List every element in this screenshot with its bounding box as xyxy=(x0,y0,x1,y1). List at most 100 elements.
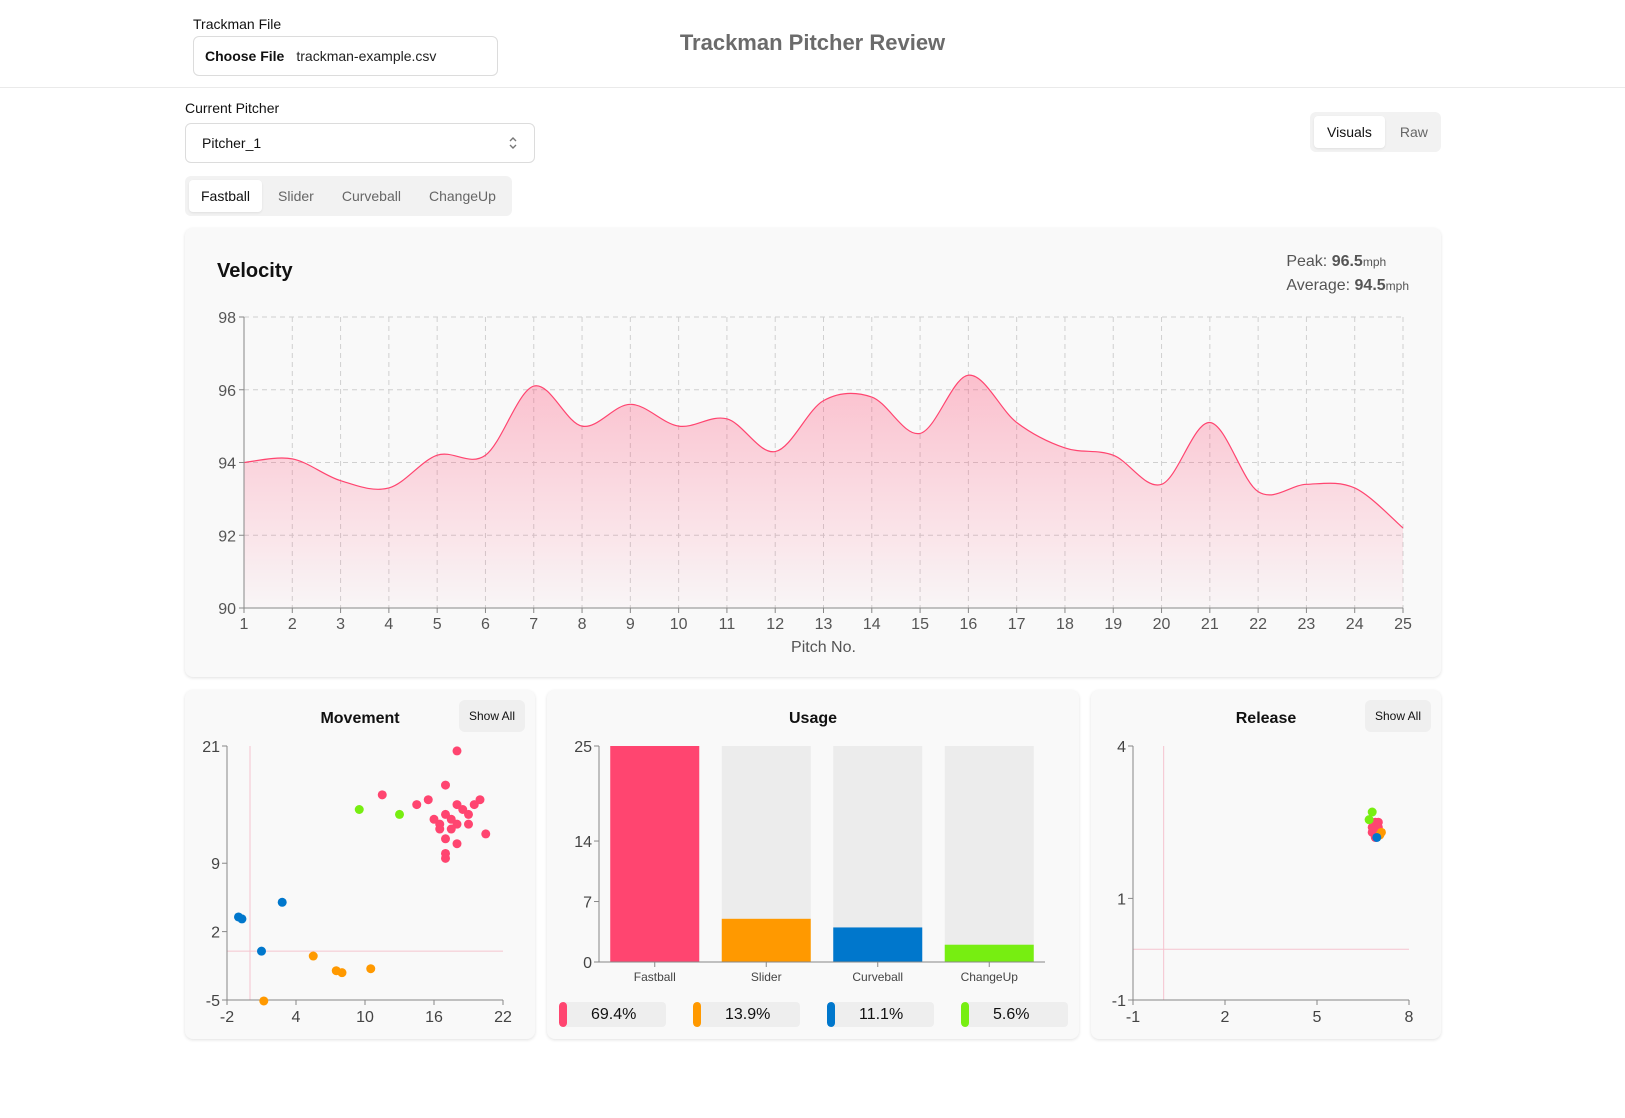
peak-value: 96.5 xyxy=(1331,253,1363,270)
x-tick-label: 2 xyxy=(288,616,297,633)
x-tick-label: 4 xyxy=(292,1009,301,1026)
x-tick-label: 22 xyxy=(1249,616,1267,633)
y-tick-label: 2 xyxy=(211,925,220,942)
x-tick-label: 13 xyxy=(815,616,833,633)
chevron-up-down-icon xyxy=(508,136,518,150)
point-fastball xyxy=(475,795,485,805)
y-tick-label: 9 xyxy=(211,856,220,873)
file-input[interactable]: Choose File trackman-example.csv xyxy=(193,36,498,76)
tab-raw[interactable]: Raw xyxy=(1399,124,1428,140)
tab-visuals[interactable]: Visuals xyxy=(1314,116,1385,148)
x-tick-label: -2 xyxy=(220,1009,234,1026)
file-name: trackman-example.csv xyxy=(296,48,437,64)
point-fastball xyxy=(441,853,450,863)
point-curveball xyxy=(277,897,287,907)
x-tick-label: 8 xyxy=(1405,1009,1414,1026)
bar-changeup xyxy=(944,944,1034,962)
swatch xyxy=(559,1002,567,1027)
y-tick-label: 21 xyxy=(202,739,220,756)
tab-curveball[interactable]: Curveball xyxy=(341,188,401,204)
x-tick-label: 18 xyxy=(1056,616,1074,633)
x-tick-label: 21 xyxy=(1201,616,1219,633)
usage-card: Usage 0 7 14 25 Fastball Slider Curveball Chang… xyxy=(547,690,1079,1039)
bar-track-curveball xyxy=(833,746,923,962)
x-tick-label: 8 xyxy=(578,616,587,633)
bar-curveball xyxy=(833,927,923,962)
point-slider xyxy=(366,964,376,974)
point-fastball xyxy=(377,790,387,800)
x-tick-label: 9 xyxy=(626,616,635,633)
point-slider xyxy=(308,951,318,961)
x-tick-label: 25 xyxy=(1394,616,1412,633)
x-tick-label: Fastball xyxy=(634,970,676,984)
tab-fastball[interactable]: Fastball xyxy=(189,180,263,212)
point-fastball xyxy=(481,829,491,839)
point-curveball xyxy=(1372,832,1382,842)
velocity-line xyxy=(243,374,1404,529)
x-tick-label: 4 xyxy=(384,616,393,633)
y-tick-label: 90 xyxy=(218,601,236,618)
point-fastball xyxy=(452,839,462,849)
average-value: 94.5 xyxy=(1354,277,1386,294)
pitcher-select[interactable]: Pitcher_1 xyxy=(185,123,535,163)
usage-pct-fastball: 69.4% xyxy=(559,1002,666,1027)
x-tick-label: 2 xyxy=(1221,1009,1230,1026)
x-tick-label: 19 xyxy=(1104,616,1122,633)
x-tick-label: -1 xyxy=(1126,1009,1140,1026)
x-tick-label: 12 xyxy=(766,616,784,633)
usage-chart: 0 7 14 25 Fastball Slider Curveball ChangeUp xyxy=(574,739,1045,984)
usage-percentages: 69.4% 13.9% 11.1% 5.6% xyxy=(559,1002,1068,1027)
bar-fastball xyxy=(610,746,700,962)
velocity-card: Velocity Peak: 96.5mph Average: 94.5mph … xyxy=(185,228,1441,677)
bar-track-changeup xyxy=(944,746,1034,962)
point-fastball xyxy=(452,746,462,756)
x-tick-label: 22 xyxy=(494,1009,512,1026)
y-tick-label: 7 xyxy=(583,895,592,912)
x-tick-label: 24 xyxy=(1346,616,1364,633)
point-slider xyxy=(337,968,347,978)
pitch-type-tabs: Fastball Slider Curveball ChangeUp xyxy=(185,176,512,216)
y-tick-label: -5 xyxy=(206,993,220,1010)
tab-changeup[interactable]: ChangeUp xyxy=(428,188,496,204)
x-tick-label: 5 xyxy=(1313,1009,1322,1026)
y-tick-label: 96 xyxy=(218,383,236,400)
x-axis-title: Pitch No. xyxy=(791,639,856,656)
x-tick-label: 20 xyxy=(1153,616,1171,633)
movement-show-all-button[interactable]: Show All xyxy=(458,700,525,732)
movement-title: Movement xyxy=(320,710,400,727)
point-fastball xyxy=(464,819,473,829)
x-tick-label: 5 xyxy=(433,616,442,633)
usage-pct-slider: 13.9% xyxy=(693,1002,800,1027)
x-tick-label: 16 xyxy=(959,616,977,633)
release-card: Release Show All -1 1 4 -1 2 5 8 xyxy=(1091,690,1441,1039)
y-tick-label: 14 xyxy=(574,834,592,851)
page-title: Trackman Pitcher Review xyxy=(679,30,946,55)
point-fastball xyxy=(429,814,439,824)
app-header: Trackman File Choose File trackman-examp… xyxy=(0,0,1625,88)
swatch xyxy=(693,1002,701,1027)
choose-file-button[interactable]: Choose File xyxy=(205,48,285,64)
release-chart: -1 1 4 -1 2 5 8 xyxy=(1112,739,1414,1026)
view-toggle: Visuals Raw xyxy=(1310,112,1441,152)
x-tick-label: 17 xyxy=(1008,616,1026,633)
point-fastball xyxy=(441,834,450,844)
x-tick-label: 7 xyxy=(529,616,538,633)
point-fastball xyxy=(464,809,473,819)
y-tick-label: 0 xyxy=(583,955,592,972)
velocity-stats: Peak: 96.5mph Average: 94.5mph xyxy=(1286,250,1409,298)
point-curveball xyxy=(257,946,266,956)
usage-pct-changeup: 5.6% xyxy=(961,1002,1068,1027)
point-fastball xyxy=(441,780,450,790)
y-tick-label: 94 xyxy=(218,456,236,473)
y-tick-label: 98 xyxy=(218,310,236,327)
release-show-all-button[interactable]: Show All xyxy=(1364,700,1431,732)
movement-chart: -5 2 9 21 -2 4 10 16 22 xyxy=(202,739,512,1026)
x-tick-label: 10 xyxy=(356,1009,374,1026)
x-tick-label: ChangeUp xyxy=(961,970,1019,984)
tab-slider[interactable]: Slider xyxy=(278,188,314,204)
point-fastball xyxy=(446,824,456,834)
x-tick-label: Curveball xyxy=(852,970,903,984)
x-tick-label: 11 xyxy=(719,616,736,633)
bar-slider xyxy=(721,918,811,962)
